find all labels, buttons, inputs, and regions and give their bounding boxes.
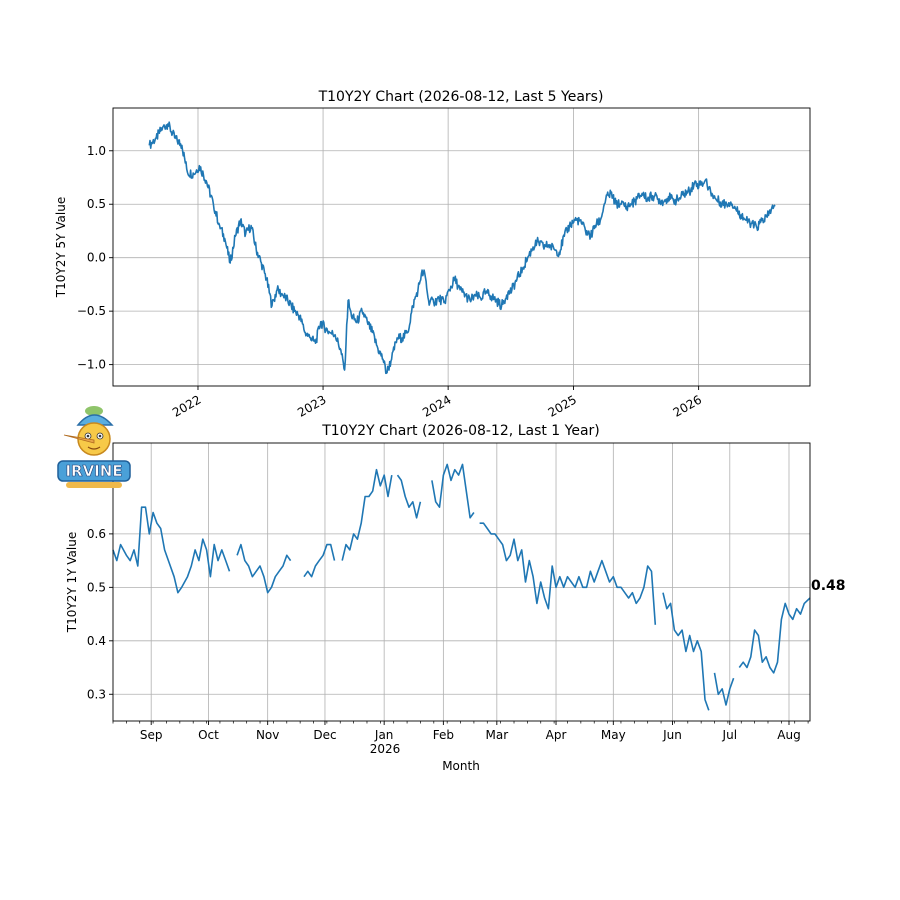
chart-1-year: 0.3 0.4 0.5 0.6 Sep Oct Nov Dec Jan Feb Mar Apr May… — [65, 423, 846, 773]
logo-text: IRVINE — [65, 462, 122, 480]
bottom-series-segment — [341, 468, 393, 561]
top-plot-frame — [112, 107, 811, 387]
top-y-tick-label: 0.5 — [87, 197, 106, 211]
bottom-x-tick-label: Oct — [198, 728, 219, 742]
bottom-y-tick-label: 0.6 — [87, 527, 106, 541]
bottom-series-segment — [713, 672, 735, 706]
bottom-series-segment — [396, 474, 422, 519]
bottom-grid — [113, 443, 810, 721]
bottom-plot-frame — [112, 442, 811, 722]
top-y-axis-title: T10Y2Y 5Y Value — [54, 197, 68, 298]
bottom-series-segment — [479, 522, 657, 625]
bottom-series-segment — [236, 543, 292, 594]
top-y-tick-label: −1.0 — [77, 358, 106, 372]
bottom-x-axis-title: Month — [442, 759, 480, 773]
top-y-tick-label: 0.0 — [87, 251, 106, 265]
top-y-tick-label: 1.0 — [87, 144, 106, 158]
bottom-series-segment — [431, 463, 475, 519]
bottom-series-segment — [303, 543, 336, 578]
bottom-chart-title: T10Y2Y Chart (2026-08-12, Last 1 Year) — [321, 423, 600, 439]
bottom-y-ticks: 0.3 0.4 0.5 0.6 — [87, 527, 113, 701]
bottom-x-ticks: Sep Oct Nov Dec Jan Feb Mar Apr May Jun Jul Aug — [112, 721, 809, 742]
bottom-y-tick-label: 0.3 — [87, 687, 106, 701]
top-chart-title: T10Y2Y Chart (2026-08-12, Last 5 Years) — [318, 89, 604, 105]
top-y-tick-label: −0.5 — [77, 304, 106, 318]
bottom-x-tick-label: Nov — [256, 728, 279, 742]
bottom-series-segment — [112, 506, 231, 594]
last-value-label: 0.48 — [811, 578, 846, 594]
bottom-x-tick-label: May — [601, 728, 626, 742]
bottom-x-tick-label: Jun — [662, 728, 682, 742]
logo-hat-icon — [76, 414, 114, 426]
bottom-y-axis-title: T10Y2Y 1Y Value — [65, 532, 79, 633]
logo-nose-icon — [63, 434, 95, 444]
bottom-x-tick-label: Jul — [722, 728, 737, 742]
bottom-y-tick-label: 0.4 — [87, 634, 106, 648]
top-y-ticks: −1.0 −0.5 0.0 0.5 1.0 — [77, 144, 113, 372]
bottom-series-lines — [112, 463, 811, 711]
bottom-x-tick-label: Sep — [140, 728, 163, 742]
bottom-x-year-sublabel: 2026 — [370, 742, 401, 756]
logo-banner — [57, 460, 131, 482]
bottom-x-tick-label: Apr — [546, 728, 567, 742]
bottom-y-tick-label: 0.5 — [87, 580, 106, 594]
bottom-x-tick-label: Jan — [374, 728, 394, 742]
bottom-x-tick-label: Feb — [433, 728, 454, 742]
bottom-x-tick-label: Mar — [486, 728, 509, 742]
irvine-logo: IRVINE — [57, 406, 131, 488]
bottom-x-tick-label: Dec — [313, 728, 336, 742]
logo-leaf-icon — [85, 406, 103, 416]
top-series-line — [148, 121, 776, 375]
bottom-series-segment — [662, 592, 710, 711]
bottom-series-segment — [738, 597, 811, 674]
bottom-x-tick-label: Aug — [777, 728, 800, 742]
